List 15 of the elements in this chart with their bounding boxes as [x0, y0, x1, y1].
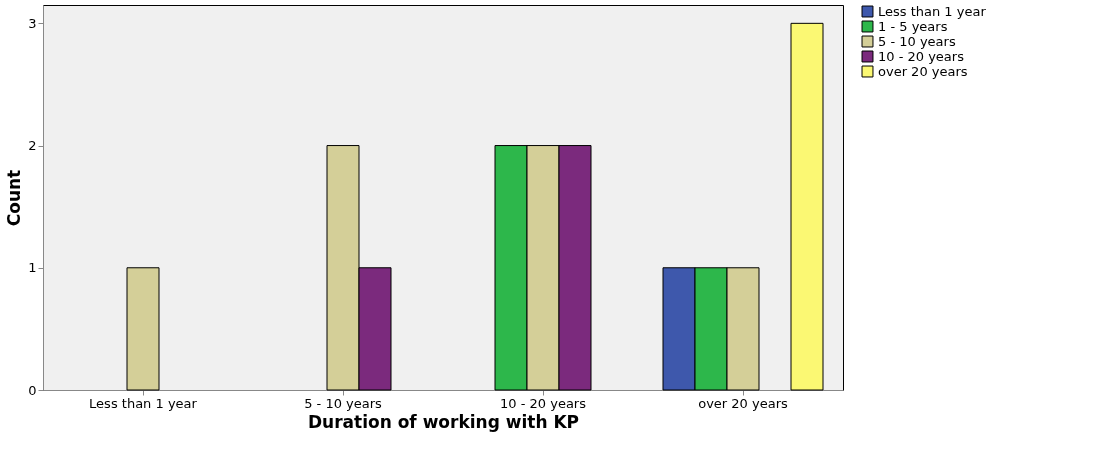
x-tick-label: 5 - 10 years	[304, 395, 383, 411]
y-tick-label: 0	[28, 382, 37, 398]
legend-label: 1 - 5 years	[878, 18, 948, 34]
x-tick-label: over 20 years	[698, 395, 789, 411]
y-tick-label: 3	[28, 15, 37, 31]
legend-label: 10 - 20 years	[878, 48, 965, 64]
y-tick-label: 1	[28, 260, 37, 276]
legend-label: over 20 years	[878, 63, 968, 79]
x-tick-label: 10 - 20 years	[500, 395, 587, 411]
x-axis-title: Duration of working with KP	[307, 411, 580, 432]
y-axis-title: Count	[4, 169, 25, 227]
x-tick-label: Less than 1 year	[89, 395, 198, 411]
y-tick-label: 2	[28, 138, 37, 154]
legend-label: 5 - 10 years	[878, 33, 956, 49]
legend-label: Less than 1 year	[878, 3, 987, 19]
